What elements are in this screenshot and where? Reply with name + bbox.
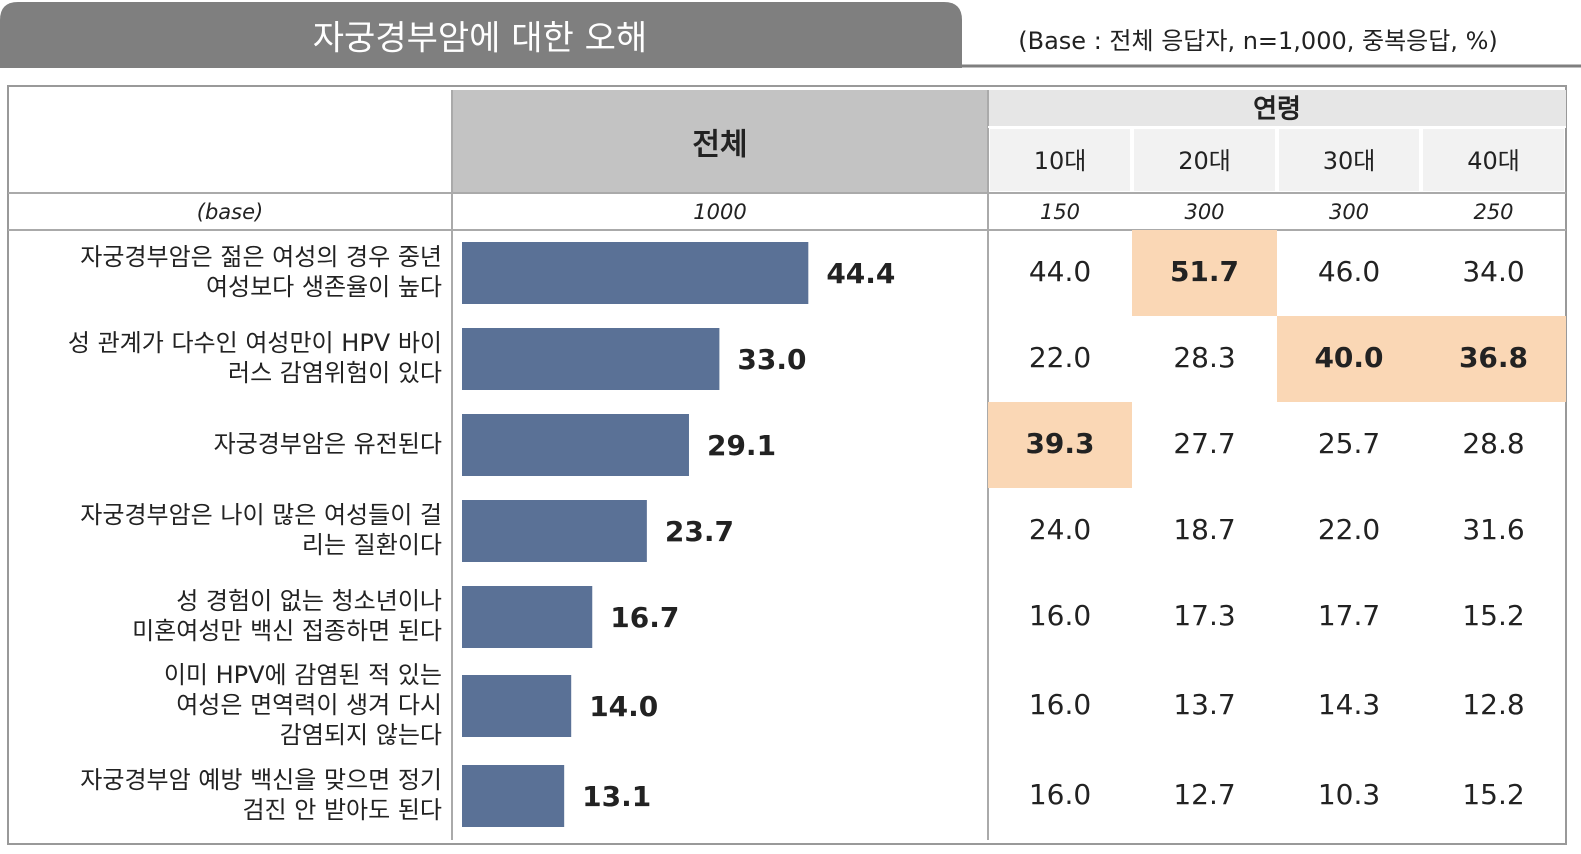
bar — [462, 675, 572, 737]
age-value: 13.7 — [1173, 688, 1235, 721]
age-value: 12.8 — [1462, 688, 1524, 721]
age-value: 27.7 — [1173, 427, 1235, 460]
row-label: 이미 HPV에 감염된 적 있는 — [164, 661, 442, 689]
bar-value: 44.4 — [826, 257, 895, 290]
age-value: 34.0 — [1462, 255, 1524, 288]
row-label: 여성보다 생존율이 높다 — [206, 273, 442, 301]
bar — [462, 328, 720, 390]
age-base: 250 — [1473, 200, 1513, 224]
age-base: 300 — [1184, 200, 1224, 224]
bar — [462, 586, 593, 648]
row-label: 성 경험이 없는 청소년이나 — [176, 587, 442, 615]
title-tab — [0, 2, 962, 68]
bar-value: 29.1 — [707, 429, 776, 462]
age-value: 39.3 — [1025, 427, 1094, 460]
age-value: 28.3 — [1173, 341, 1235, 374]
total-header: 전체 — [692, 128, 747, 163]
age-value: 17.3 — [1173, 599, 1235, 632]
base-note: (Base : 전체 응답자, n=1,000, 중복응답, %) — [1018, 27, 1497, 55]
age-value: 40.0 — [1314, 341, 1383, 374]
row-label: 검진 안 받아도 된다 — [242, 796, 442, 824]
group-header: 연령 — [1253, 95, 1301, 125]
age-value: 25.7 — [1318, 427, 1380, 460]
total-header-bg — [452, 90, 988, 193]
age-header-bg — [1423, 129, 1564, 191]
highlight-cell — [1421, 316, 1566, 402]
bar — [462, 242, 809, 304]
age-value: 24.0 — [1029, 513, 1091, 546]
age-header: 40대 — [1467, 147, 1520, 175]
age-header-bg — [1279, 129, 1419, 191]
row-label: 리는 질환이다 — [302, 531, 442, 559]
bar — [462, 500, 647, 562]
title: 자궁경부암에 대한 오해 — [313, 19, 647, 59]
bar-value: 16.7 — [610, 601, 679, 634]
row-label: 감염되지 않는다 — [280, 721, 442, 749]
age-value: 16.0 — [1029, 688, 1091, 721]
base-label: (base) — [197, 200, 263, 224]
age-value: 46.0 — [1318, 255, 1380, 288]
row-label: 러스 감염위험이 있다 — [228, 359, 442, 387]
age-value: 17.7 — [1318, 599, 1380, 632]
bar — [462, 765, 565, 827]
group-header-bg — [988, 90, 1566, 127]
age-header: 30대 — [1323, 147, 1376, 175]
base-total: 1000 — [693, 200, 746, 224]
bar — [462, 414, 689, 476]
age-value: 31.6 — [1462, 513, 1524, 546]
age-value: 15.2 — [1462, 599, 1524, 632]
row-label: 자궁경부암은 유전된다 — [214, 430, 442, 458]
row-label: 성 관계가 다수인 여성만이 HPV 바이 — [68, 329, 442, 357]
age-value: 22.0 — [1318, 513, 1380, 546]
row-label: 자궁경부암은 나이 많은 여성들이 걸 — [80, 501, 442, 529]
age-value: 10.3 — [1318, 778, 1380, 811]
table-lines — [8, 90, 1566, 840]
age-value: 44.0 — [1029, 255, 1091, 288]
age-value: 51.7 — [1170, 255, 1239, 288]
age-value: 12.7 — [1173, 778, 1235, 811]
bar-value: 33.0 — [737, 343, 806, 376]
age-base: 300 — [1329, 200, 1369, 224]
age-header: 20대 — [1178, 147, 1231, 175]
age-base: 150 — [1040, 200, 1080, 224]
age-value: 15.2 — [1462, 778, 1524, 811]
age-value: 18.7 — [1173, 513, 1235, 546]
bar-value: 14.0 — [589, 690, 658, 723]
age-value: 16.0 — [1029, 599, 1091, 632]
age-value: 36.8 — [1459, 341, 1528, 374]
bar-value: 13.1 — [582, 780, 651, 813]
age-header-bg — [1134, 129, 1275, 191]
highlight-cell — [1132, 230, 1277, 316]
bar-value: 23.7 — [665, 515, 734, 548]
age-value: 28.8 — [1462, 427, 1524, 460]
age-value: 16.0 — [1029, 778, 1091, 811]
highlight-cell — [988, 402, 1132, 488]
row-label: 여성은 면역력이 생겨 다시 — [176, 691, 442, 719]
row-label: 자궁경부암 예방 백신을 맞으면 정기 — [80, 766, 442, 794]
row-label: 자궁경부암은 젊은 여성의 경우 중년 — [80, 243, 442, 271]
age-value: 14.3 — [1318, 688, 1380, 721]
age-header: 10대 — [1034, 147, 1087, 175]
age-value: 22.0 — [1029, 341, 1091, 374]
highlight-cell — [1277, 316, 1421, 402]
row-label: 미혼여성만 백신 접종하면 된다 — [132, 617, 442, 645]
table-frame — [7, 85, 1567, 845]
age-header-bg — [990, 129, 1130, 191]
